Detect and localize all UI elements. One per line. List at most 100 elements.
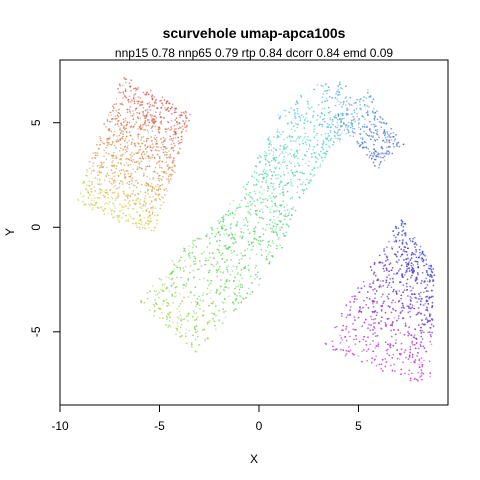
data-point xyxy=(357,142,359,145)
data-point xyxy=(416,313,419,316)
data-point xyxy=(129,112,132,114)
data-point xyxy=(114,199,117,201)
data-point xyxy=(90,190,93,193)
data-point xyxy=(400,222,403,225)
data-point xyxy=(347,129,350,132)
data-point xyxy=(149,203,151,206)
data-point xyxy=(153,314,155,317)
data-point xyxy=(428,314,431,316)
data-point xyxy=(388,354,391,357)
data-point xyxy=(224,316,227,319)
data-point xyxy=(219,292,222,294)
data-point xyxy=(180,138,183,141)
data-point xyxy=(164,151,167,153)
data-point xyxy=(335,117,338,119)
data-point xyxy=(381,293,384,296)
data-point xyxy=(114,216,116,218)
data-point xyxy=(382,284,385,287)
data-point xyxy=(168,182,170,185)
data-point xyxy=(409,348,412,351)
data-point xyxy=(376,130,379,133)
data-point xyxy=(250,249,253,252)
data-point xyxy=(359,98,362,100)
data-point xyxy=(361,325,364,327)
data-point xyxy=(161,170,163,173)
data-point xyxy=(145,165,147,168)
data-point xyxy=(342,349,345,351)
data-point xyxy=(398,358,401,360)
data-point xyxy=(119,162,122,164)
data-point xyxy=(306,100,309,103)
data-point xyxy=(374,322,376,324)
data-point xyxy=(232,302,235,305)
data-point xyxy=(156,153,159,156)
data-point xyxy=(418,293,420,295)
data-point xyxy=(265,152,267,154)
data-point xyxy=(401,276,404,278)
data-point xyxy=(416,378,418,381)
data-point xyxy=(270,182,273,185)
data-point xyxy=(105,152,108,154)
data-point xyxy=(402,239,404,241)
data-point xyxy=(385,361,388,363)
data-point xyxy=(229,203,231,206)
data-point xyxy=(406,278,409,281)
data-point xyxy=(270,230,273,233)
data-point xyxy=(298,143,301,146)
data-point xyxy=(154,294,157,296)
data-point xyxy=(379,280,382,282)
data-point xyxy=(99,143,101,146)
data-point xyxy=(429,326,432,329)
data-point xyxy=(393,316,396,319)
data-point xyxy=(174,109,176,112)
data-point xyxy=(313,125,316,127)
data-point xyxy=(151,125,154,127)
data-point xyxy=(144,222,147,225)
data-point xyxy=(390,139,393,141)
data-point xyxy=(115,147,117,149)
data-point xyxy=(428,265,430,267)
data-point xyxy=(420,326,422,329)
data-point xyxy=(100,183,103,186)
data-point xyxy=(121,216,123,219)
data-point xyxy=(306,150,308,153)
data-point xyxy=(373,158,376,161)
data-point xyxy=(160,99,163,102)
data-point xyxy=(152,145,155,148)
data-point xyxy=(268,142,271,145)
data-point xyxy=(313,136,316,139)
data-point xyxy=(150,200,153,202)
data-point xyxy=(86,171,89,174)
data-point xyxy=(393,272,395,275)
data-point xyxy=(117,193,120,196)
data-point xyxy=(151,285,154,287)
data-point xyxy=(432,325,435,328)
data-point xyxy=(256,214,258,216)
x-axis: -10 -5 0 5 xyxy=(51,404,362,433)
data-point xyxy=(237,206,240,209)
data-point xyxy=(169,178,172,180)
data-point xyxy=(130,182,133,185)
data-point xyxy=(349,335,351,338)
data-point xyxy=(155,111,157,114)
data-point xyxy=(358,144,361,147)
data-point xyxy=(419,345,422,347)
data-point xyxy=(417,266,419,269)
data-point xyxy=(77,198,79,201)
data-point xyxy=(185,120,187,123)
data-point xyxy=(171,295,174,297)
data-point xyxy=(381,305,383,308)
data-point xyxy=(221,301,224,303)
data-point xyxy=(404,246,407,249)
data-point xyxy=(324,83,327,86)
data-point xyxy=(425,259,428,261)
data-point xyxy=(153,136,156,139)
data-point xyxy=(177,140,180,143)
data-point xyxy=(424,302,427,305)
data-point xyxy=(395,339,398,342)
data-point xyxy=(170,272,173,274)
data-point xyxy=(255,179,258,181)
data-point xyxy=(181,130,183,133)
data-point xyxy=(116,123,119,125)
data-point xyxy=(397,227,400,230)
